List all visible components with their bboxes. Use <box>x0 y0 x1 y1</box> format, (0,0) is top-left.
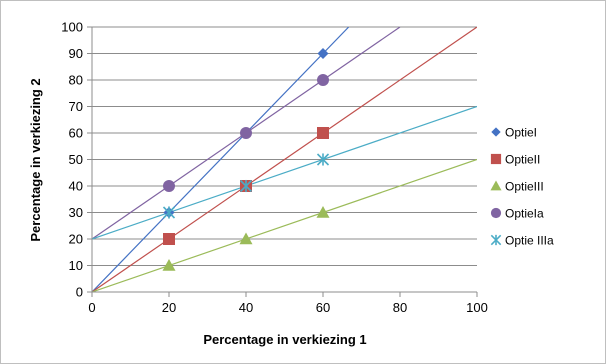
y-tick-label-50: 50 <box>69 152 83 167</box>
legend-label-optiei: OptieI <box>505 126 537 140</box>
data-markers <box>162 48 330 271</box>
legend-label-optieii: OptieII <box>505 153 540 167</box>
axes: 0 10 20 30 40 50 60 70 80 90 100 0 20 40 60 80 100 <box>61 20 488 316</box>
legend-item-optiei: OptieI <box>491 126 537 140</box>
y-tick-label-30: 30 <box>69 205 83 220</box>
x-tick-label-100: 100 <box>466 300 488 315</box>
x-tick-label-60: 60 <box>316 300 330 315</box>
point-optieii-3 <box>317 127 329 139</box>
y-tick-label-10: 10 <box>69 258 83 273</box>
y-tick-label-80: 80 <box>69 73 83 88</box>
legend-marker-optieii <box>490 153 502 165</box>
x-tick-label-0: 0 <box>88 300 95 315</box>
legend-item-optieia: OptieIa <box>490 207 544 221</box>
legend-marker-optie-iiia <box>490 234 502 246</box>
y-axis-title: Percentage in verkiezing 2 <box>28 78 43 241</box>
y-tick-label-90: 90 <box>69 46 83 61</box>
legend-label-optie-iiia: Optie IIIa <box>505 234 554 248</box>
legend-item-optieiii: OptieIII <box>490 180 544 194</box>
point-optie-iiia-1 <box>162 206 176 219</box>
point-optieia-3 <box>317 74 329 86</box>
legend-item-optieii: OptieII <box>490 153 540 167</box>
x-tick-label-20: 20 <box>162 300 176 315</box>
point-optieii-1 <box>163 233 175 245</box>
x-tick-label-80: 80 <box>393 300 407 315</box>
y-tick-label-60: 60 <box>69 126 83 141</box>
legend-marker-optieiii <box>490 180 502 191</box>
x-axis-title: Percentage in verkiezing 1 <box>203 332 366 347</box>
legend-label-optieia: OptieIa <box>505 207 544 221</box>
trend-line-optieiii <box>92 158 477 292</box>
y-tick-label-40: 40 <box>69 179 83 194</box>
trend-lines <box>92 27 477 292</box>
trend-line-optie-iiia <box>92 105 477 240</box>
legend-marker-optiei <box>491 127 501 137</box>
point-optieiii-2 <box>239 232 253 245</box>
y-tick-label-20: 20 <box>69 232 83 247</box>
trend-line-optiei <box>92 27 350 292</box>
legend: OptieI OptieII OptieIII OptieIa Optie IIIa <box>490 126 554 248</box>
point-optieiii-3 <box>316 206 330 218</box>
legend-label-optieiii: OptieIII <box>505 180 544 194</box>
y-tick-label-0: 0 <box>76 285 83 300</box>
y-tick-label-70: 70 <box>69 99 83 114</box>
point-optie-iiia-3 <box>316 153 330 166</box>
legend-item-optie-iiia: Optie IIIa <box>490 234 554 248</box>
legend-marker-optieia <box>490 207 502 219</box>
trend-line-optieii <box>92 27 477 292</box>
point-optiei-3 <box>317 48 329 59</box>
point-optieia-1 <box>163 180 175 192</box>
x-tick-label-40: 40 <box>239 300 253 315</box>
point-optie-iiia-2 <box>239 179 253 193</box>
gridlines <box>92 26 477 266</box>
y-tick-label-100: 100 <box>61 20 83 35</box>
point-optieiii-1 <box>162 259 176 271</box>
point-optieia-2 <box>240 127 252 139</box>
